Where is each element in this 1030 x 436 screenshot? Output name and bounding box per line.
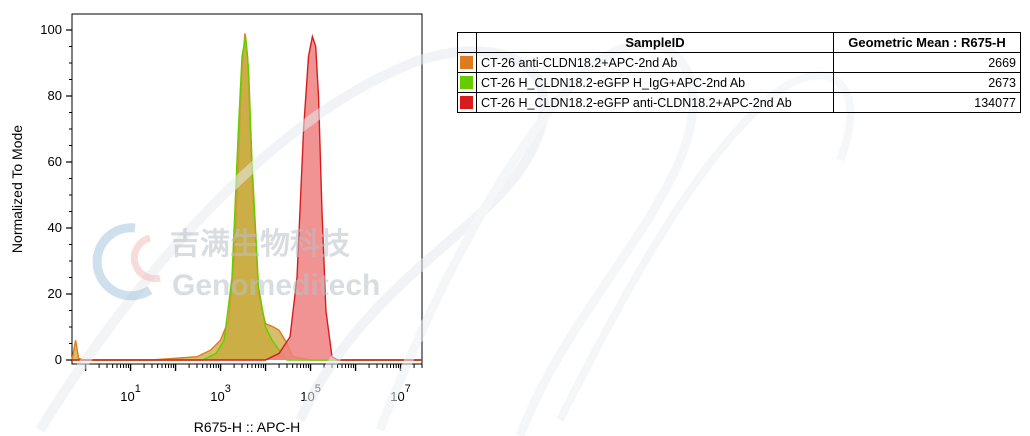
table-row: CT-26 anti-CLDN18.2+APC-2nd Ab 2669 — [457, 52, 1021, 73]
x-tick-label: 107 — [390, 383, 411, 404]
statistics-table: SampleID Geometric Mean : R675-H CT-26 a… — [457, 32, 1021, 113]
sample-id: CT-26 H_CLDN18.2-eGFP anti-CLDN18.2+APC-… — [476, 92, 834, 113]
watermark-arc — [556, 71, 855, 422]
x-tick-label: 105 — [300, 383, 321, 404]
y-axis-title: Normalized To Mode — [9, 125, 25, 253]
y-tick-label: 60 — [48, 154, 62, 169]
x-axis-title: R675-H :: APC-H — [194, 419, 301, 435]
geometric-mean-value: 2669 — [833, 52, 1021, 73]
plot-area — [71, 13, 423, 365]
y-tick-label: 100 — [40, 22, 62, 37]
y-tick-label: 20 — [48, 286, 62, 301]
table-row: CT-26 H_CLDN18.2-eGFP anti-CLDN18.2+APC-… — [457, 92, 1021, 113]
header-swatch — [457, 32, 477, 53]
geometric-mean-value: 134077 — [833, 92, 1021, 113]
sample-id: CT-26 H_CLDN18.2-eGFP H_IgG+APC-2nd Ab — [476, 72, 834, 93]
table-header-row: SampleID Geometric Mean : R675-H — [457, 32, 1021, 53]
y-tick-label: 80 — [48, 88, 62, 103]
geometric-mean-value: 2673 — [833, 72, 1021, 93]
legend-swatch — [460, 96, 473, 109]
legend-swatch — [460, 56, 473, 69]
sample-id: CT-26 anti-CLDN18.2+APC-2nd Ab — [476, 52, 834, 73]
header-geometric-mean: Geometric Mean : R675-H — [833, 32, 1021, 53]
table-row: CT-26 H_CLDN18.2-eGFP H_IgG+APC-2nd Ab 2… — [457, 72, 1021, 93]
legend-swatch — [460, 76, 473, 89]
x-tick-label: 101 — [120, 383, 141, 404]
y-tick-label: 40 — [48, 220, 62, 235]
x-tick-label: 103 — [210, 383, 231, 404]
y-tick-label: 0 — [55, 352, 62, 367]
header-sampleid: SampleID — [476, 32, 834, 53]
